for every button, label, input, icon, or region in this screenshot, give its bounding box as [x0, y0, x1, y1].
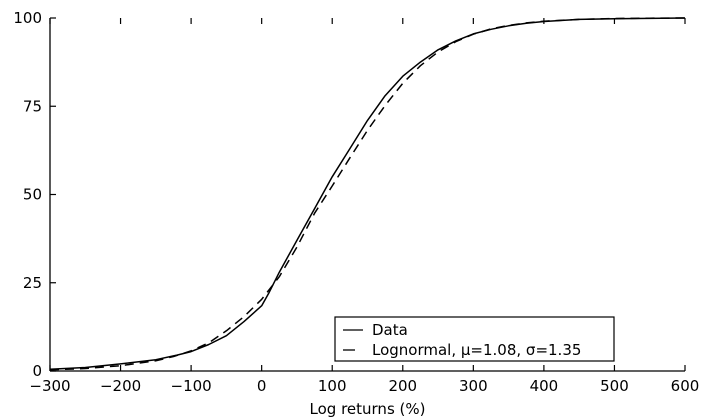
x-tick-label: 0: [257, 377, 267, 395]
y-tick-label: 100: [13, 9, 42, 27]
y-tick-label: 0: [32, 362, 42, 380]
plot-area: −300 −200 −100 0 100 200 300 400 500 600 0 25 50 75 10…: [13, 9, 699, 395]
x-tick-label: 400: [530, 377, 559, 395]
legend-label-data: Data: [372, 321, 408, 339]
legend-box: [334, 316, 615, 362]
x-tick-label: −100: [171, 377, 212, 395]
tick-group: −300 −200 −100 0 100 200 300 400 500 600 0 25 50 75 10…: [13, 9, 699, 395]
x-tick-label: 300: [459, 377, 488, 395]
series-line-lognormal: [49, 17, 686, 371]
legend-label-lognormal: Lognormal, μ=1.08, σ=1.35: [372, 341, 581, 359]
y-tick-label: 50: [23, 186, 42, 204]
x-tick-label: 100: [318, 377, 347, 395]
x-tick-label: 500: [600, 377, 629, 395]
series-group: [49, 17, 686, 371]
x-tick-label: 200: [388, 377, 417, 395]
x-tick-label: 600: [671, 377, 700, 395]
x-tick-label: −200: [100, 377, 141, 395]
legend: Data Lognormal, μ=1.08, σ=1.35: [334, 316, 615, 362]
y-tick-label: 75: [23, 97, 42, 115]
x-axis-title: Log returns (%): [310, 400, 426, 418]
y-tick-label: 25: [23, 274, 42, 292]
x-tick-label: −300: [29, 377, 70, 395]
